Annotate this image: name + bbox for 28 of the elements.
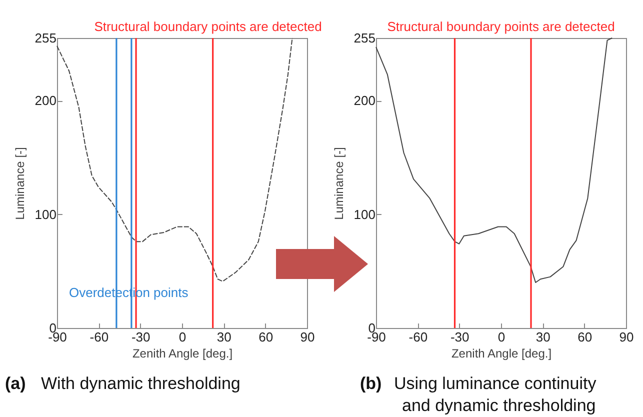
x-tick-label: -60 [90,330,109,344]
x-axis-title: Zenith Angle [deg.] [451,346,552,360]
y-axis-title: Luminance [-] [12,147,27,220]
y-tick-label: 200 [354,93,376,108]
x-tick-label: 0 [178,330,186,344]
text: (b) Using luminance continuity and dynamic thresholding [360,374,597,415]
x-axis-title: Zenith Angle [deg.] [132,346,233,360]
x-tick-label: -30 [131,330,150,344]
y-tick-label: 100 [34,206,56,222]
x-tick-label: -30 [450,330,470,344]
x-tick-label: 30 [216,330,232,344]
text: (a) With dynamic thresholding [5,374,240,393]
x-tick-label: 90 [300,330,315,344]
y-tick-label: 255 [34,30,56,46]
x-tick-label: -60 [408,330,428,344]
line-series [376,38,613,284]
line-series [56,38,293,282]
text: Structural boundary points are detected [94,19,322,34]
y-tick-label: 255 [354,30,376,46]
x-tick-label: 0 [498,330,506,344]
x-tick-label: 30 [536,330,550,344]
y-axis-title: Luminance [-] [332,147,346,220]
text: Structural boundary points are detected [387,19,615,34]
x-tick-label: 90 [619,330,634,344]
x-tick-label: 60 [578,330,592,344]
y-tick-label: 200 [34,93,56,108]
x-tick-label: 60 [258,330,274,344]
y-tick-label: 100 [354,206,376,222]
